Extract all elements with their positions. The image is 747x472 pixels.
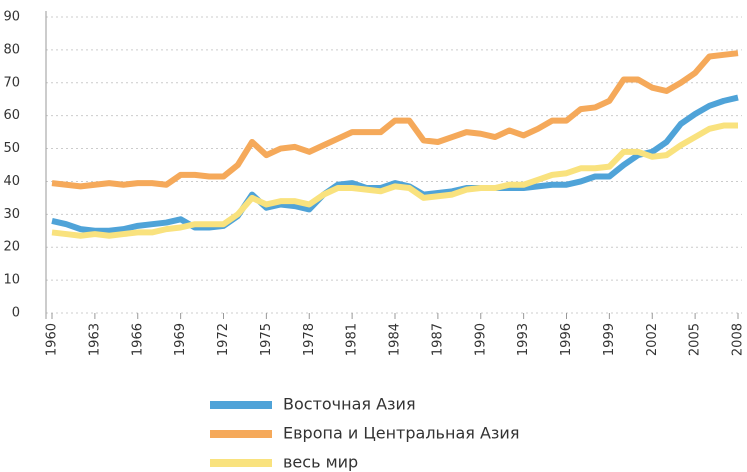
- x-tick-label: 1969: [173, 323, 188, 356]
- legend-swatch: [210, 459, 272, 467]
- x-tick-label: 1996: [559, 323, 574, 356]
- series-line: [51, 122, 738, 239]
- x-tick-label: 1966: [130, 323, 145, 356]
- series-line: [51, 50, 739, 190]
- x-tick-label: 1963: [87, 323, 102, 356]
- y-tick-label: 30: [3, 207, 20, 222]
- x-tick-label: 1984: [388, 323, 403, 356]
- legend-label: Европа и Центральная Азия: [283, 424, 519, 443]
- x-tick-label: 1999: [602, 323, 617, 356]
- x-tick-label: 1960: [45, 323, 60, 356]
- y-tick-label: 0: [12, 306, 20, 321]
- y-tick-label: 90: [3, 10, 20, 25]
- x-tick-label: 1981: [345, 323, 360, 356]
- y-tick-label: 20: [3, 240, 20, 255]
- legend-swatch: [210, 401, 272, 409]
- x-tick-label: 1975: [259, 323, 274, 356]
- x-tick-label: 1978: [302, 323, 317, 356]
- x-tick-label: 1987: [430, 323, 445, 356]
- x-tick-label: 2002: [645, 323, 660, 356]
- y-tick-label: 10: [3, 273, 20, 288]
- series-line: [51, 94, 739, 234]
- legend-label: весь мир: [283, 453, 358, 472]
- y-tick-label: 40: [3, 174, 20, 189]
- x-tick-label: 1993: [516, 323, 531, 356]
- legend-label: Восточная Азия: [283, 395, 416, 414]
- y-tick-label: 60: [3, 108, 20, 123]
- y-tick-label: 70: [3, 75, 20, 90]
- x-tick-label: 1990: [473, 323, 488, 356]
- x-tick-label: 2008: [731, 323, 746, 356]
- x-tick-label: 1972: [216, 323, 231, 356]
- legend-swatch: [210, 430, 272, 438]
- x-tick-label: 2005: [688, 323, 703, 356]
- y-tick-label: 50: [3, 141, 20, 156]
- y-tick-label: 80: [3, 42, 20, 57]
